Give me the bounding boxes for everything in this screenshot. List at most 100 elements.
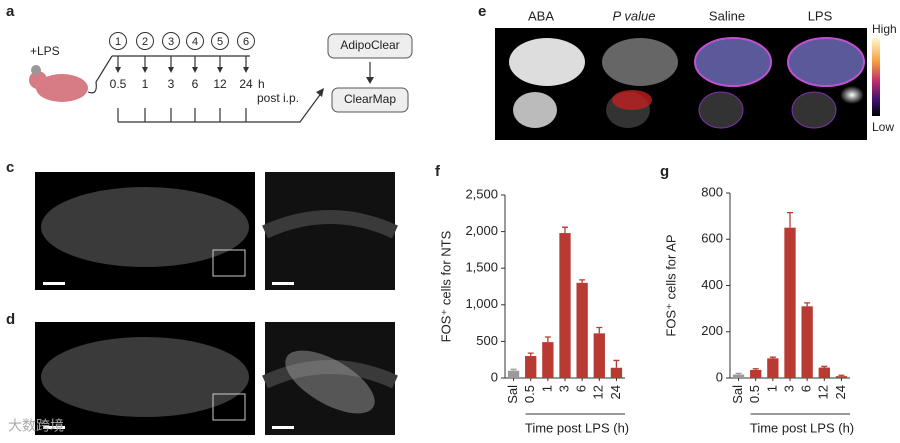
- time-label: 0.5: [110, 77, 127, 91]
- x-tick-label: 12: [816, 385, 831, 399]
- signal: [285, 350, 375, 414]
- y-tick-label: 400: [701, 277, 723, 292]
- panel-label: c: [6, 159, 14, 176]
- column-label: Saline: [709, 8, 745, 23]
- error-bar: [613, 359, 620, 368]
- bar: [542, 342, 554, 378]
- scale-bar: [272, 282, 294, 285]
- panel-label: f: [435, 163, 441, 180]
- arrowhead: [316, 88, 324, 97]
- error-bar: [735, 372, 742, 375]
- column-label: ABA: [528, 8, 554, 23]
- time-label: 12: [213, 77, 227, 91]
- step-circle: [186, 32, 204, 50]
- color-bar: [872, 38, 880, 116]
- error-bar: [579, 279, 586, 283]
- step-number: 3: [168, 36, 174, 48]
- brain: [41, 337, 249, 417]
- bar: [818, 367, 830, 378]
- error-bar: [752, 368, 759, 370]
- step-circle: [109, 32, 127, 50]
- scale-label: High: [872, 22, 897, 36]
- panel-label: g: [660, 163, 669, 180]
- box-label: ClearMap: [344, 92, 396, 106]
- step-number: 2: [142, 36, 148, 48]
- x-tick-label: 3: [556, 385, 571, 392]
- step-circle: [211, 32, 229, 50]
- bar: [610, 367, 623, 378]
- arrowhead: [168, 67, 174, 73]
- x-tick-label: Sal: [505, 385, 520, 404]
- x-axis-label: Time post LPS (h): [750, 420, 854, 435]
- error-bar: [562, 226, 568, 234]
- arrowhead: [366, 77, 374, 84]
- arrowhead: [142, 67, 148, 73]
- panel-label: a: [6, 3, 15, 20]
- note: post i.p.: [257, 91, 299, 105]
- brain-section: [513, 92, 557, 128]
- arrowhead: [217, 67, 223, 73]
- box: [327, 33, 413, 59]
- y-tick-label: 1,500: [465, 260, 498, 275]
- tissue: [262, 210, 398, 239]
- time-label: 24: [239, 77, 253, 91]
- bar: [732, 374, 745, 378]
- x-tick-label: 24: [608, 385, 623, 399]
- brain: [602, 38, 678, 86]
- bar: [835, 376, 848, 378]
- error-bar: [596, 326, 603, 334]
- x-axis-label: Time post LPS (h): [525, 420, 629, 435]
- brain-section: [791, 91, 837, 129]
- scale-bar: [43, 282, 65, 285]
- treatment: +LPS: [30, 44, 60, 58]
- brain: [694, 37, 772, 87]
- error-bar: [544, 336, 551, 343]
- bar: [767, 358, 779, 378]
- time-label: 3: [168, 77, 175, 91]
- x-tick-label: 12: [591, 385, 606, 399]
- signal: [840, 86, 864, 104]
- y-tick-label: 0: [491, 369, 498, 384]
- x-tick-label: 0.5: [747, 385, 762, 403]
- x-tick-label: 24: [833, 385, 848, 399]
- arrow: [246, 91, 323, 123]
- brain-section: [698, 91, 744, 129]
- step-circle: [162, 32, 180, 50]
- time-label: 1: [142, 77, 149, 91]
- panel-label: d: [6, 311, 15, 328]
- step-number: 1: [115, 36, 121, 48]
- error-bar: [769, 356, 776, 359]
- x-tick-label: 0.5: [522, 385, 537, 403]
- y-axis-label: FOS⁺ cells for NTS: [438, 230, 453, 342]
- box: [331, 87, 409, 113]
- error-bar: [787, 212, 793, 228]
- panel-label: e: [478, 3, 486, 20]
- time-label: 6: [192, 77, 199, 91]
- step-circle: [136, 32, 154, 50]
- watermark: 大数跨境: [8, 418, 64, 434]
- box-label: AdipoClear: [340, 38, 399, 52]
- error-bar: [527, 352, 534, 357]
- bar: [525, 356, 537, 378]
- brain: [41, 187, 249, 267]
- bar: [559, 233, 571, 378]
- step-number: 6: [243, 36, 249, 48]
- error-bar: [821, 365, 828, 368]
- step-circle: [237, 32, 255, 50]
- zoom-box: [212, 393, 246, 421]
- y-tick-label: 600: [701, 231, 723, 246]
- bar: [801, 306, 813, 378]
- y-tick-label: 2,000: [465, 223, 498, 238]
- unit: h: [258, 77, 265, 91]
- y-tick-label: 500: [476, 333, 498, 348]
- x-tick-label: 6: [799, 385, 814, 392]
- error-bar: [510, 368, 517, 371]
- step-number: 4: [192, 36, 198, 48]
- arrowhead: [243, 67, 249, 73]
- scale-bar: [43, 426, 65, 429]
- zoom-box: [212, 249, 246, 277]
- error-bar: [804, 302, 811, 307]
- y-tick-label: 2,500: [465, 186, 498, 201]
- arrowhead: [192, 67, 198, 73]
- y-tick-label: 800: [701, 184, 723, 199]
